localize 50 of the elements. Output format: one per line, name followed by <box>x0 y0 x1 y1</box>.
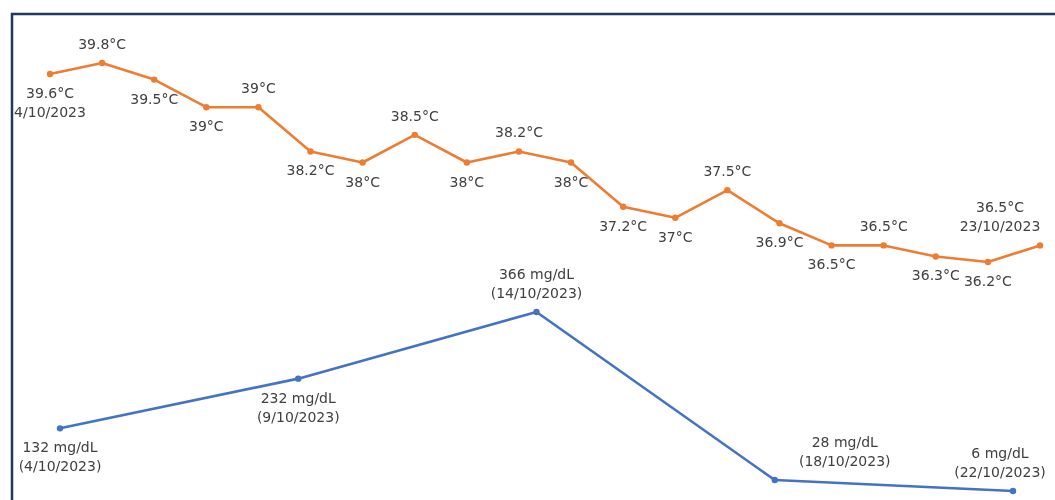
data-label: 39°C <box>189 118 224 135</box>
data-label: 39.8°C <box>78 36 127 52</box>
point <box>98 59 106 67</box>
point <box>724 186 731 194</box>
data-label: 28 mg/dL (18/10/2023) <box>798 434 891 470</box>
data-label: 38.5°C <box>390 107 439 124</box>
point <box>151 76 158 83</box>
point <box>411 131 418 139</box>
point <box>828 242 835 249</box>
point <box>880 242 887 249</box>
point <box>359 159 366 166</box>
point <box>619 203 627 210</box>
data-label: 38°C <box>553 173 589 190</box>
data-label: 36.2°C <box>963 273 1013 289</box>
data-label: 232 mg/dL (9/10/2023) <box>256 389 340 425</box>
data-label: 37.2°C <box>599 217 648 234</box>
point <box>203 104 210 111</box>
point <box>46 70 54 78</box>
data-label: 36.9°C <box>755 234 804 251</box>
data-label: 38°C <box>449 173 485 190</box>
data-label: 38.2°C <box>286 162 335 179</box>
point <box>255 104 262 111</box>
point <box>515 148 523 155</box>
data-label: 39.5°C <box>130 90 179 107</box>
point <box>1009 487 1017 495</box>
data-label: 38°C <box>345 173 381 190</box>
data-label: 38.2°C <box>494 124 544 141</box>
data-label: 6 mg/dL (22/10/2023) <box>954 445 1046 480</box>
point <box>463 159 471 166</box>
data-label: 36.5°C 23/10/2023 <box>959 199 1041 235</box>
point <box>567 159 575 166</box>
point <box>672 214 679 221</box>
data-label: 36.5°C <box>807 256 856 273</box>
point <box>776 220 783 227</box>
data-label: 37°C <box>657 228 693 245</box>
point <box>533 308 540 316</box>
data-label: 36.5°C <box>859 218 908 235</box>
point <box>984 258 992 266</box>
data-label: 36.3°C <box>911 267 960 284</box>
point <box>56 425 64 432</box>
data-label: 132 mg/dL (4/10/2023) <box>18 439 102 475</box>
point <box>307 148 314 155</box>
data-label: 39.6°C 4/10/2023 <box>14 85 86 121</box>
point <box>932 253 939 260</box>
point <box>1036 242 1044 249</box>
data-label: 37.5°C <box>703 163 752 180</box>
point <box>295 375 302 382</box>
data-label: 39°C <box>241 80 276 97</box>
data-label: 366 mg/dL (14/10/2023) <box>490 266 583 301</box>
point <box>771 476 778 484</box>
